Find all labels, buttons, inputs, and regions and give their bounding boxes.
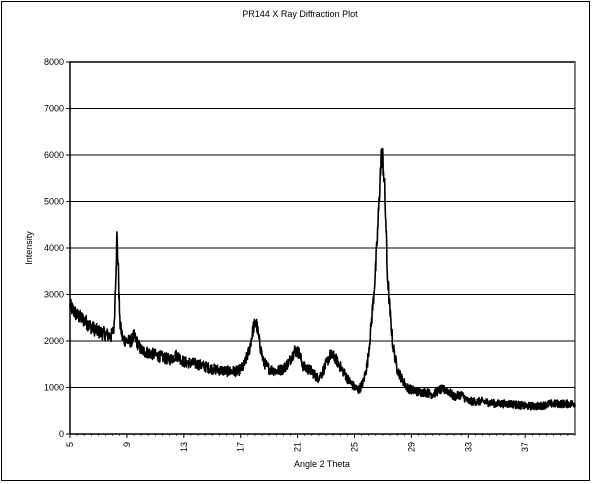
series-line-0 <box>69 147 576 411</box>
y-tick-label-0: 0 <box>59 429 64 439</box>
y-tick-label-2: 2000 <box>44 336 64 346</box>
chart-title: PR144 X Ray Diffraction Plot <box>242 9 358 19</box>
x-tick-label-2: 13 <box>179 442 189 452</box>
y-tick-label-5: 5000 <box>44 197 64 207</box>
x-tick-label-6: 29 <box>406 442 416 452</box>
y-tick-label-7: 7000 <box>44 104 64 114</box>
x-tick-label-0: 5 <box>65 442 75 447</box>
y-tick-label-1: 1000 <box>44 383 64 393</box>
y-tick-label-3: 3000 <box>44 290 64 300</box>
x-axis-title: Angle 2 Theta <box>294 459 350 469</box>
y-tick-labels: 0 1000 2000 3000 4000 5000 6000 7000 8000 <box>44 57 64 439</box>
x-tick-label-5: 25 <box>350 442 360 452</box>
gridlines <box>70 61 575 388</box>
x-tick-label-7: 33 <box>463 442 473 452</box>
x-tick-label-1: 9 <box>122 442 132 447</box>
y-tick-label-4: 4000 <box>44 243 64 253</box>
x-tick-label-3: 17 <box>236 442 246 452</box>
x-tick-labels: 5 9 13 17 21 25 29 33 37 <box>65 442 530 452</box>
x-tick-label-8: 37 <box>520 442 530 452</box>
y-tick-label-8: 8000 <box>44 57 64 67</box>
x-tick-label-4: 21 <box>293 442 303 452</box>
y-tick-label-6: 6000 <box>44 150 64 160</box>
y-axis-title: Intensity <box>24 231 34 265</box>
axes <box>66 61 576 438</box>
series-layer <box>69 147 576 411</box>
